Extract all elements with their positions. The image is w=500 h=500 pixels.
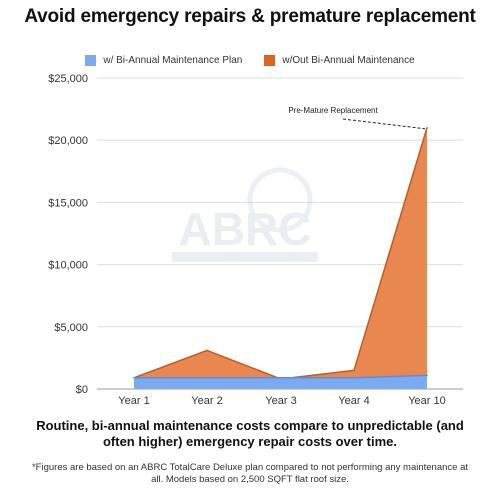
data-point — [133, 377, 135, 379]
watermark-logo: ABRC — [172, 167, 318, 262]
legend-label-with-maintenance: w/ Bi-Annual Maintenance Plan — [103, 55, 243, 66]
data-point — [206, 377, 208, 379]
data-point — [206, 349, 208, 352]
data-point — [353, 377, 355, 379]
y-tick-label: $25,000 — [48, 73, 88, 85]
chart-footnote: *Figures are based on an ABRC TotalCare … — [31, 462, 469, 485]
series-area-1 — [134, 127, 427, 389]
annotation-leader — [342, 118, 426, 130]
x-tick-label: Year 4 — [338, 395, 369, 407]
y-tick-label: $20,000 — [48, 135, 88, 147]
legend: w/ Bi-Annual Maintenance Plan w/Out Bi-A… — [0, 55, 500, 66]
x-tick-label: Year 3 — [265, 395, 296, 407]
x-tick-label: Year 1 — [118, 395, 149, 407]
legend-item-without-maintenance: w/Out Bi-Annual Maintenance — [264, 55, 415, 66]
series-area-0 — [134, 375, 427, 389]
y-tick-label: $10,000 — [48, 260, 88, 272]
legend-swatch-without-maintenance — [264, 55, 276, 66]
watermark-text: ABRC — [179, 203, 312, 255]
y-tick-label: $0 — [76, 384, 88, 396]
data-point — [426, 126, 428, 129]
data-point — [280, 377, 282, 379]
chart-caption: Routine, bi-annual maintenance costs com… — [36, 418, 464, 449]
legend-label-without-maintenance: w/Out Bi-Annual Maintenance — [282, 55, 415, 66]
x-tick-label: Year 10 — [408, 395, 446, 407]
x-tick-label: Year 2 — [191, 395, 222, 407]
chart-title: Avoid emergency repairs & premature repl… — [24, 6, 476, 27]
data-point — [426, 374, 428, 377]
annotation-label: Pre-Mature Replacement — [288, 106, 378, 115]
data-point — [353, 369, 355, 372]
legend-swatch-with-maintenance — [85, 55, 97, 66]
y-tick-label: $5,000 — [54, 322, 88, 334]
y-tick-label: $15,000 — [48, 197, 88, 209]
legend-item-with-maintenance: w/ Bi-Annual Maintenance Plan — [85, 55, 242, 66]
